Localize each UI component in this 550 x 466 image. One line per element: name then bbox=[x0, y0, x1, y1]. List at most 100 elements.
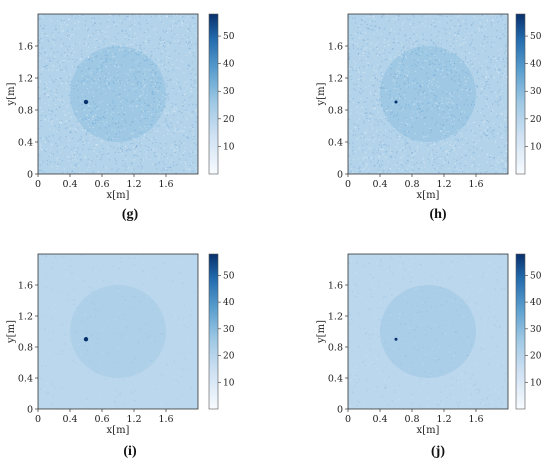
x-tick-label: 1.6 bbox=[468, 179, 483, 190]
y-tick-label: 0.8 bbox=[18, 106, 33, 117]
heatmap-area bbox=[348, 14, 508, 174]
heatmap-area bbox=[38, 14, 198, 174]
panel-label: (j) bbox=[431, 444, 445, 459]
colorbar-tick-label: 30 bbox=[223, 87, 235, 97]
colorbar-tick-label: 50 bbox=[223, 32, 235, 42]
y-tick-label: 0.8 bbox=[328, 343, 343, 354]
y-tick-label: 1.2 bbox=[328, 312, 343, 323]
panel-j: 0 0.4 0.8 1.2 1.6 0 0.4 0.8 1.2 1.6 x[m] y[m] 10 20 30… bbox=[316, 253, 542, 459]
colorbar: 10 20 30 40 50 bbox=[515, 253, 542, 410]
panel-label: (h) bbox=[429, 207, 446, 222]
colorbar: 10 20 30 40 50 bbox=[515, 13, 542, 175]
x-tick-label: 0 bbox=[35, 179, 41, 190]
colorbar-tick-label: 50 bbox=[530, 32, 542, 42]
colorbar-tick-label: 40 bbox=[223, 298, 235, 308]
colorbar-tick-label: 50 bbox=[223, 271, 235, 281]
colorbar-tick-label: 40 bbox=[530, 298, 542, 308]
x-tick-label: 0.8 bbox=[404, 414, 419, 425]
heatmap-area bbox=[38, 254, 198, 409]
colorbar-tick-label: 10 bbox=[223, 142, 235, 152]
x-tick-label: 0 bbox=[345, 179, 351, 190]
x-tick-label: 1.2 bbox=[436, 414, 451, 425]
heatmap-area bbox=[348, 254, 508, 409]
noise-texture bbox=[38, 14, 198, 174]
colorbar-tick-label: 40 bbox=[530, 60, 542, 70]
y-tick-label: 0.4 bbox=[328, 374, 343, 385]
inclusion-region bbox=[380, 46, 476, 142]
colorbar: 10 20 30 40 50 bbox=[208, 13, 235, 175]
y-tick-label: 0 bbox=[27, 405, 33, 416]
y-tick-label: 1.2 bbox=[18, 312, 33, 323]
x-tick-label: 0.4 bbox=[372, 179, 387, 190]
x-tick-label: 0.4 bbox=[62, 179, 77, 190]
y-tick-label: 0 bbox=[337, 405, 343, 416]
axes-frame bbox=[347, 13, 509, 175]
x-tick-label: 0.8 bbox=[404, 179, 419, 190]
noise-texture bbox=[40, 254, 198, 409]
noise-texture bbox=[348, 14, 508, 174]
y-axis-label: y[m] bbox=[6, 82, 17, 106]
y-tick-label: 1.2 bbox=[328, 74, 343, 85]
y-tick-label: 1.6 bbox=[18, 42, 33, 53]
axes-frame bbox=[37, 13, 199, 175]
colorbar-tick-label: 20 bbox=[530, 352, 542, 362]
colorbar-tick-label: 10 bbox=[530, 142, 542, 152]
x-tick-label: 1.6 bbox=[158, 179, 173, 190]
colorbar-tick-label: 10 bbox=[530, 378, 542, 388]
x-tick-label: 0.4 bbox=[62, 414, 77, 425]
x-tick-label: 1.2 bbox=[436, 179, 451, 190]
colorbar-tick-label: 30 bbox=[530, 87, 542, 97]
axes-frame bbox=[347, 253, 509, 410]
x-tick-label: 1.2 bbox=[126, 414, 141, 425]
y-tick-label: 1.6 bbox=[328, 42, 343, 53]
y-tick-label: 1.6 bbox=[328, 281, 343, 292]
inclusion-region bbox=[70, 285, 166, 378]
inclusion-region bbox=[380, 285, 476, 378]
colorbar-tick-label: 10 bbox=[223, 378, 235, 388]
x-tick-label: 1.6 bbox=[158, 414, 173, 425]
y-tick-label: 0 bbox=[337, 170, 343, 181]
x-tick-label: 0 bbox=[345, 414, 351, 425]
panel-label: (g) bbox=[122, 207, 139, 222]
colorbar-tick-label: 20 bbox=[223, 115, 235, 125]
colorbar-tick-label: 20 bbox=[530, 115, 542, 125]
panel-i: 0 0.4 0.6 1.2 1.6 0 0.4 0.8 1.2 1.6 x[m] y[m] 10 20 30… bbox=[6, 253, 235, 459]
point-source-marker bbox=[394, 337, 398, 341]
panel-label: (i) bbox=[123, 444, 137, 459]
x-tick-label: 1.2 bbox=[126, 179, 141, 190]
x-axis-label: x[m] bbox=[107, 190, 130, 201]
x-tick-label: 0 bbox=[35, 414, 41, 425]
colorbar-gradient bbox=[208, 253, 219, 410]
y-axis-label: y[m] bbox=[6, 320, 17, 344]
colorbar-tick-label: 30 bbox=[530, 325, 542, 335]
y-tick-label: 0.4 bbox=[18, 374, 33, 385]
colorbar-gradient bbox=[208, 13, 219, 175]
y-tick-label: 0.4 bbox=[18, 138, 33, 149]
colorbar-tick-label: 20 bbox=[223, 352, 235, 362]
inclusion-region bbox=[70, 46, 166, 142]
colorbar-tick-label: 40 bbox=[223, 60, 235, 70]
x-axis-label: x[m] bbox=[417, 425, 440, 436]
x-tick-label: 1.6 bbox=[468, 414, 483, 425]
y-tick-label: 0.8 bbox=[18, 343, 33, 354]
noise-texture bbox=[348, 254, 508, 409]
colorbar: 10 20 30 40 50 bbox=[208, 253, 235, 410]
colorbar-gradient bbox=[515, 253, 526, 410]
panel-h: 0 0.4 0.8 1.2 1.6 0 0.4 0.8 1.2 1.6 x[m] y[m] 10 20 30… bbox=[316, 13, 542, 222]
y-tick-label: 1.6 bbox=[18, 281, 33, 292]
y-tick-label: 0.4 bbox=[328, 138, 343, 149]
y-tick-label: 1.2 bbox=[18, 74, 33, 85]
x-axis-label: x[m] bbox=[107, 425, 130, 436]
y-tick-label: 0.8 bbox=[328, 106, 343, 117]
y-axis-label: y[m] bbox=[316, 82, 327, 106]
y-axis-label: y[m] bbox=[316, 320, 327, 344]
point-source-marker bbox=[83, 337, 89, 342]
colorbar-tick-label: 50 bbox=[530, 271, 542, 281]
colorbar-gradient bbox=[515, 13, 526, 175]
x-tick-label: 0.6 bbox=[94, 179, 109, 190]
point-source-marker bbox=[394, 100, 398, 104]
y-tick-label: 0 bbox=[27, 170, 33, 181]
point-source-marker bbox=[83, 99, 89, 105]
axes-frame bbox=[37, 253, 199, 410]
